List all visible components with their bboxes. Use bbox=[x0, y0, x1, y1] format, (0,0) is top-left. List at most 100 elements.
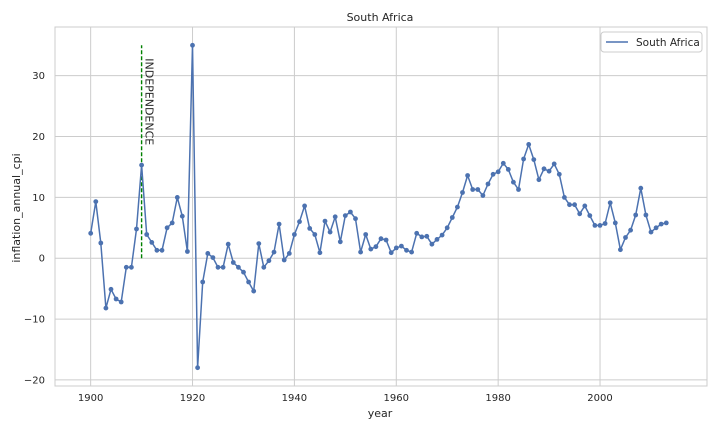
tick-labels: 1900 1920 1940 1960 1980 2000 −20 −10 0 10 20 30 bbox=[24, 71, 613, 404]
data-point bbox=[582, 203, 588, 209]
data-point bbox=[618, 247, 623, 253]
legend-box bbox=[600, 31, 703, 53]
data-point bbox=[205, 251, 211, 256]
data-point bbox=[572, 202, 577, 208]
data-point bbox=[536, 177, 542, 183]
data-point bbox=[429, 241, 435, 247]
data-point bbox=[470, 187, 476, 192]
data-point bbox=[577, 211, 583, 217]
data-point bbox=[241, 269, 246, 275]
data-point bbox=[348, 209, 353, 215]
x-tick-label: 1940 bbox=[282, 393, 307, 404]
data-point bbox=[246, 279, 252, 285]
x-tick-label: 1980 bbox=[485, 393, 510, 404]
data-point bbox=[317, 250, 323, 256]
x-tick-label: 1960 bbox=[384, 393, 409, 404]
data-point bbox=[505, 167, 511, 172]
chart-title: South Africa bbox=[347, 11, 414, 24]
data-point bbox=[134, 226, 139, 232]
data-point bbox=[215, 264, 221, 270]
data-point bbox=[210, 255, 216, 260]
data-point bbox=[368, 246, 374, 252]
data-point bbox=[312, 232, 318, 237]
data-point bbox=[556, 171, 562, 177]
data-point bbox=[495, 169, 501, 175]
data-point bbox=[123, 264, 129, 270]
data-point bbox=[179, 213, 185, 219]
data-point bbox=[292, 232, 297, 237]
annotations: INDEPENDENCE bbox=[140, 45, 156, 259]
data-point bbox=[363, 232, 369, 237]
data-point bbox=[230, 260, 236, 265]
data-point bbox=[475, 187, 481, 192]
data-point bbox=[449, 215, 455, 220]
data-point bbox=[276, 221, 282, 227]
data-point bbox=[108, 286, 114, 292]
data-point bbox=[129, 264, 134, 270]
data-point bbox=[592, 223, 598, 228]
data-point bbox=[358, 249, 363, 255]
data-point bbox=[103, 305, 109, 311]
data-point bbox=[485, 181, 491, 187]
data-point bbox=[399, 243, 404, 249]
data-point bbox=[628, 227, 633, 233]
data-point bbox=[342, 213, 348, 219]
data-point bbox=[383, 237, 389, 243]
y-tick-label: 30 bbox=[32, 71, 45, 82]
data-point bbox=[526, 142, 532, 147]
data-point bbox=[256, 241, 262, 247]
data-point bbox=[322, 218, 328, 224]
data-point bbox=[337, 239, 343, 245]
data-point bbox=[139, 162, 145, 168]
y-axis-label: inflation_annual_cpi bbox=[10, 153, 23, 262]
data-point bbox=[439, 232, 445, 238]
data-point bbox=[266, 258, 272, 264]
y-tick-label: 0 bbox=[39, 254, 45, 265]
data-point bbox=[195, 365, 201, 371]
data-point bbox=[562, 195, 567, 200]
data-point bbox=[185, 249, 190, 254]
legend-label: South Africa bbox=[636, 37, 700, 49]
data-point bbox=[388, 250, 394, 256]
data-point bbox=[602, 221, 608, 226]
data-point bbox=[567, 202, 572, 208]
y-tick-label: 20 bbox=[32, 132, 45, 143]
data-point bbox=[353, 216, 358, 222]
data-point bbox=[164, 225, 170, 231]
data-point bbox=[281, 257, 287, 263]
y-tick-label: −10 bbox=[24, 315, 45, 326]
data-point bbox=[516, 187, 521, 192]
data-point bbox=[307, 226, 313, 231]
x-tick-label: 1920 bbox=[180, 393, 205, 404]
gridlines bbox=[55, 27, 707, 386]
data-point bbox=[393, 245, 399, 251]
data-point bbox=[404, 247, 409, 253]
data-point bbox=[587, 213, 593, 219]
data-point bbox=[118, 299, 124, 305]
data-point bbox=[149, 240, 155, 245]
data-point bbox=[500, 160, 506, 166]
data-point bbox=[271, 249, 277, 255]
data-point bbox=[541, 166, 547, 172]
data-point bbox=[633, 212, 639, 218]
x-tick-label: 2000 bbox=[587, 393, 612, 404]
data-point bbox=[144, 232, 150, 237]
series-layer bbox=[88, 42, 669, 371]
data-point bbox=[261, 264, 267, 270]
data-point bbox=[225, 241, 231, 247]
data-point bbox=[159, 247, 165, 253]
data-point bbox=[378, 236, 384, 242]
data-point bbox=[643, 212, 649, 218]
data-point bbox=[98, 240, 104, 246]
data-point bbox=[648, 229, 654, 235]
data-point bbox=[414, 230, 420, 236]
data-point bbox=[174, 195, 180, 200]
data-point bbox=[663, 220, 669, 226]
data-point bbox=[607, 200, 613, 206]
data-point bbox=[113, 296, 119, 302]
data-point bbox=[455, 204, 460, 210]
data-point bbox=[612, 220, 618, 226]
data-point bbox=[154, 247, 160, 253]
